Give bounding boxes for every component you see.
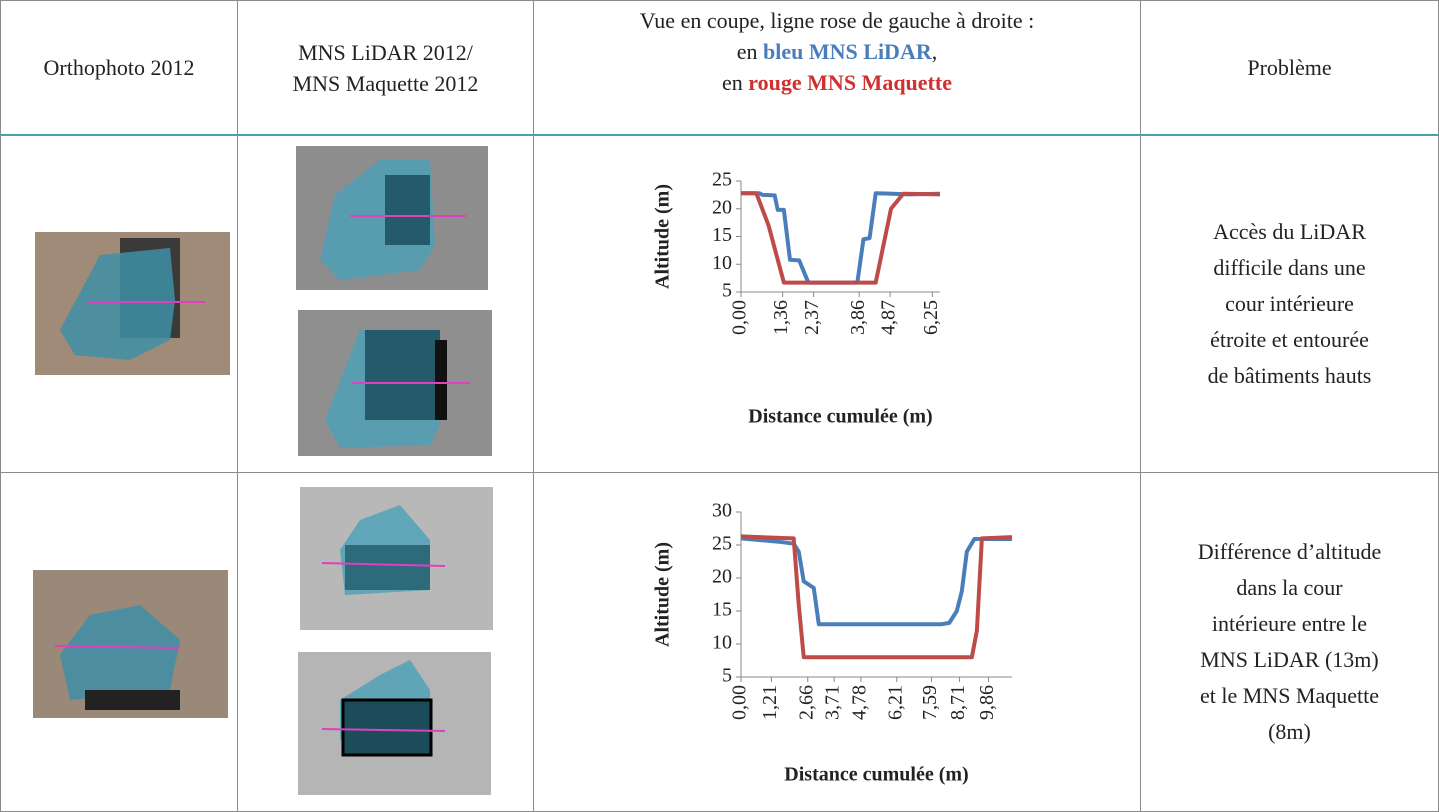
x-tick-label: 3,86 — [847, 300, 869, 335]
problem-text: Différence d’altitude — [1197, 539, 1382, 564]
y-tick-label: 30 — [712, 500, 732, 522]
y-tick-label: 10 — [712, 632, 732, 654]
x-tick-label: 3,71 — [822, 685, 844, 720]
y-tick-label: 20 — [712, 566, 732, 588]
problem-text: étroite et entourée — [1210, 327, 1369, 352]
problem-cell: Accès du LiDAR difficile dans une cour int… — [1140, 135, 1439, 473]
text: , — [931, 39, 938, 64]
x-tick-label: 4,78 — [849, 685, 871, 720]
text: en — [736, 39, 758, 64]
data-line — [741, 191, 941, 285]
x-tick-label: 1,21 — [759, 685, 781, 720]
dsm-image — [296, 146, 493, 795]
x-axis-title: Distance cumulée (m) — [784, 764, 968, 786]
header-text: MNS Maquette 2012 — [292, 70, 479, 96]
y-tick-label: 20 — [712, 196, 732, 218]
y-tick-label: 25 — [712, 169, 732, 191]
legend-red: rouge MNS Maquette — [748, 70, 952, 95]
x-axis-title: Distance cumulée (m) — [748, 406, 932, 428]
y-tick-label: 15 — [712, 599, 732, 621]
header-text: Vue en coupe, ligne rose de gauche à dro… — [639, 8, 1035, 33]
problem-text: de bâtiments hauts — [1207, 363, 1372, 388]
orthophoto — [33, 232, 230, 718]
problem-text: (8m) — [1268, 719, 1311, 744]
x-tick-label: 2,66 — [795, 685, 817, 720]
data-line — [741, 191, 941, 285]
problem-text: et le MNS Maquette — [1199, 683, 1380, 708]
header-text: Orthophoto 2012 — [43, 55, 195, 80]
header-text: MNS LiDAR 2012/ — [298, 39, 473, 65]
problem-text: dans la cour — [1236, 575, 1343, 600]
problem-cell: Différence d’altitude dans la cour intérie… — [1140, 472, 1439, 812]
x-tick-label: 6,21 — [884, 685, 906, 720]
data-line — [740, 536, 1012, 627]
x-tick-label: 4,87 — [878, 300, 900, 335]
header-text: en rouge MNS Maquette — [722, 67, 952, 98]
problem-text: difficile dans une — [1213, 255, 1366, 280]
x-tick-label: 2,37 — [801, 300, 823, 335]
x-tick-label: 9,86 — [976, 685, 998, 720]
problem-text: Accès du LiDAR — [1213, 219, 1366, 244]
y-axis-title: Altitude (m) — [652, 542, 674, 647]
y-tick-label: 15 — [712, 224, 732, 246]
header-text: Problème — [1247, 55, 1332, 80]
y-tick-label: 25 — [712, 533, 732, 555]
x-tick-label: 6,25 — [920, 300, 942, 335]
problem-text: MNS LiDAR (13m) — [1200, 647, 1379, 672]
y-axis-title: Altitude (m) — [652, 184, 674, 289]
text: en — [722, 70, 743, 95]
x-tick-label: 1,36 — [770, 300, 792, 335]
x-tick-label: 0,00 — [729, 685, 751, 720]
y-tick-label: 5 — [722, 280, 732, 302]
y-tick-label: 10 — [712, 252, 732, 274]
y-tick-label: 5 — [722, 665, 732, 687]
problem-text: cour intérieure — [1225, 291, 1354, 316]
legend-blue: bleu MNS LiDAR — [763, 39, 932, 64]
x-tick-label: 7,59 — [919, 685, 941, 720]
data-line — [740, 534, 1013, 660]
header-text: en bleu MNS LiDAR, — [737, 36, 937, 67]
x-tick-label: 0,00 — [729, 300, 751, 335]
x-tick-label: 8,71 — [947, 685, 969, 720]
problem-text: intérieure entre le — [1211, 611, 1368, 636]
